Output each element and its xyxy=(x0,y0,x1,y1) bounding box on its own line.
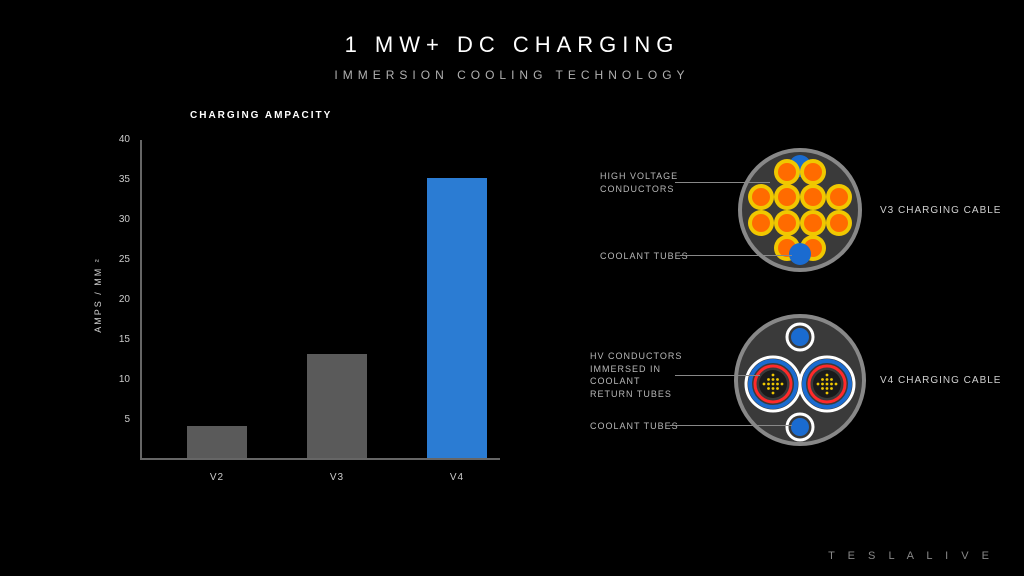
x-label: V3 xyxy=(307,472,367,483)
v4-coolant-label: COOLANT TUBES xyxy=(590,420,679,433)
v3-cable-label: V3 CHARGING CABLE xyxy=(880,205,1001,216)
leader-line xyxy=(670,425,792,426)
v3-hv-label: HIGH VOLTAGECONDUCTORS xyxy=(600,170,678,195)
page-title: 1 MW+ DC CHARGING xyxy=(0,32,1024,58)
bar-v3 xyxy=(307,354,367,458)
y-tick: 35 xyxy=(110,174,130,185)
content: CHARGING AMPACITY AMPS / MM ² V2V3V4 510… xyxy=(0,110,1024,536)
x-label: V4 xyxy=(427,472,487,483)
page-subtitle: IMMERSION COOLING TECHNOLOGY xyxy=(0,68,1024,82)
cable-diagrams: HIGH VOLTAGECONDUCTORS COOLANT TUBES V3 CH… xyxy=(520,110,1024,536)
y-tick: 15 xyxy=(110,334,130,345)
cable-svg xyxy=(520,110,1020,510)
leader-line xyxy=(675,182,770,183)
bar-v2 xyxy=(187,426,247,458)
x-label: V2 xyxy=(187,472,247,483)
header: 1 MW+ DC CHARGING IMMERSION COOLING TECH… xyxy=(0,0,1024,82)
y-tick: 5 xyxy=(110,414,130,425)
y-tick: 10 xyxy=(110,374,130,385)
y-tick: 40 xyxy=(110,134,130,145)
y-tick: 25 xyxy=(110,254,130,265)
bar-v4 xyxy=(427,178,487,458)
v3-coolant-label: COOLANT TUBES xyxy=(600,250,689,263)
y-axis-label: AMPS / MM ² xyxy=(93,257,103,333)
y-tick: 30 xyxy=(110,214,130,225)
leader-line xyxy=(680,255,792,256)
chart-title: CHARGING AMPACITY xyxy=(190,110,332,121)
v4-cable-label: V4 CHARGING CABLE xyxy=(880,375,1001,386)
chart-plot: V2V3V4 xyxy=(140,140,500,460)
y-tick: 20 xyxy=(110,294,130,305)
watermark: T E S L A L I V E xyxy=(828,550,994,562)
v4-hv-label: HV CONDUCTORSIMMERSED INCOOLANTRETURN TU… xyxy=(590,350,682,400)
bar-chart: CHARGING AMPACITY AMPS / MM ² V2V3V4 510… xyxy=(70,110,510,500)
leader-line xyxy=(675,375,760,376)
